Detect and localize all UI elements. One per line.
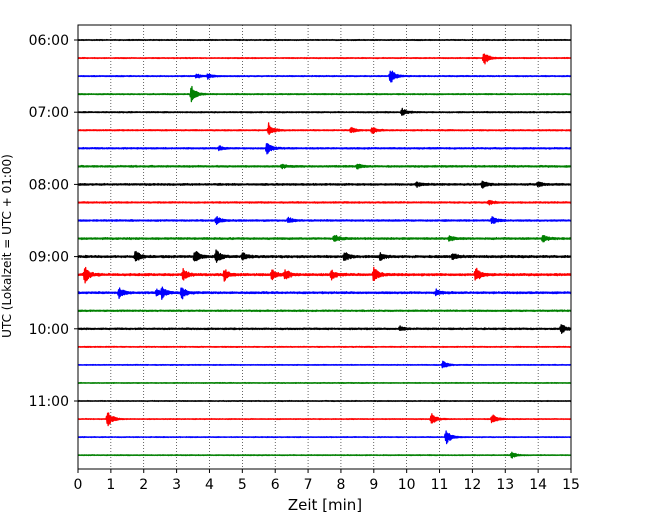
trace-row-0830 <box>77 216 572 225</box>
x-tick-label: 0 <box>74 477 83 493</box>
x-tick-label: 4 <box>205 477 214 493</box>
x-tick-label: 13 <box>496 477 514 493</box>
x-tick-label: 6 <box>271 477 280 493</box>
trace-row-1100 <box>77 399 572 403</box>
y-axis-ticks: 06:00 07:00 08:00 09:00 10:00 11:00 <box>29 33 78 410</box>
y-tick-label: 11:00 <box>29 394 69 410</box>
trace-row-1015 <box>77 345 572 349</box>
y-tick-label: 06:00 <box>29 33 69 49</box>
trace-row-1045 <box>77 381 572 385</box>
x-tick-label: 3 <box>172 477 181 493</box>
x-tick-label: 11 <box>431 477 449 493</box>
plot-border <box>77 24 572 470</box>
trace-row-1030 <box>77 360 572 369</box>
trace-row-0700 <box>77 107 572 116</box>
y-axis-label: UTC (Lokalzeit = UTC + 01:00) <box>0 154 14 338</box>
x-tick-label: 5 <box>238 477 247 493</box>
x-tick-label: 7 <box>304 477 313 493</box>
trace-row-0845 <box>77 234 572 243</box>
trace-row-1000 <box>77 324 572 334</box>
trace-row-0745 <box>77 163 572 170</box>
x-tick-label: 12 <box>463 477 481 493</box>
x-tick-label: 2 <box>139 477 148 493</box>
trace-row-0815 <box>77 199 572 206</box>
trace-row-0945 <box>77 309 572 313</box>
trace-row-0800 <box>77 180 572 189</box>
y-tick-label: 10:00 <box>29 322 69 338</box>
trace-row-1130 <box>77 430 572 445</box>
trace-row-0715 <box>77 122 572 136</box>
x-tick-label: 1 <box>106 477 115 493</box>
trace-row-0900 <box>77 249 572 263</box>
grid-lines <box>110 25 539 469</box>
trace-row-0915 <box>77 266 572 284</box>
trace-row-1145 <box>77 451 572 459</box>
trace-row-0645 <box>77 85 572 103</box>
x-tick-label: 8 <box>336 477 345 493</box>
trace-row-0730 <box>77 143 572 155</box>
x-axis-ticks: 0 1 2 3 4 5 6 7 8 9 10 11 12 13 14 15 <box>74 469 580 493</box>
y-tick-label: 09:00 <box>29 250 69 266</box>
plot-frame <box>77 24 572 470</box>
trace-row-0930 <box>77 286 572 300</box>
trace-row-0630 <box>77 70 572 83</box>
y-tick-label: 07:00 <box>29 105 69 121</box>
x-tick-label: 10 <box>398 477 416 493</box>
x-tick-label: 9 <box>369 477 378 493</box>
x-tick-label: 14 <box>529 477 547 493</box>
trace-row-1115 <box>77 412 572 427</box>
trace-row-0600 <box>77 38 572 42</box>
x-axis-label: Zeit [min] <box>288 496 362 514</box>
y-tick-label: 08:00 <box>29 177 69 193</box>
trace-row-0615 <box>77 53 572 65</box>
trace-rows <box>77 38 572 459</box>
x-tick-label: 15 <box>562 477 580 493</box>
